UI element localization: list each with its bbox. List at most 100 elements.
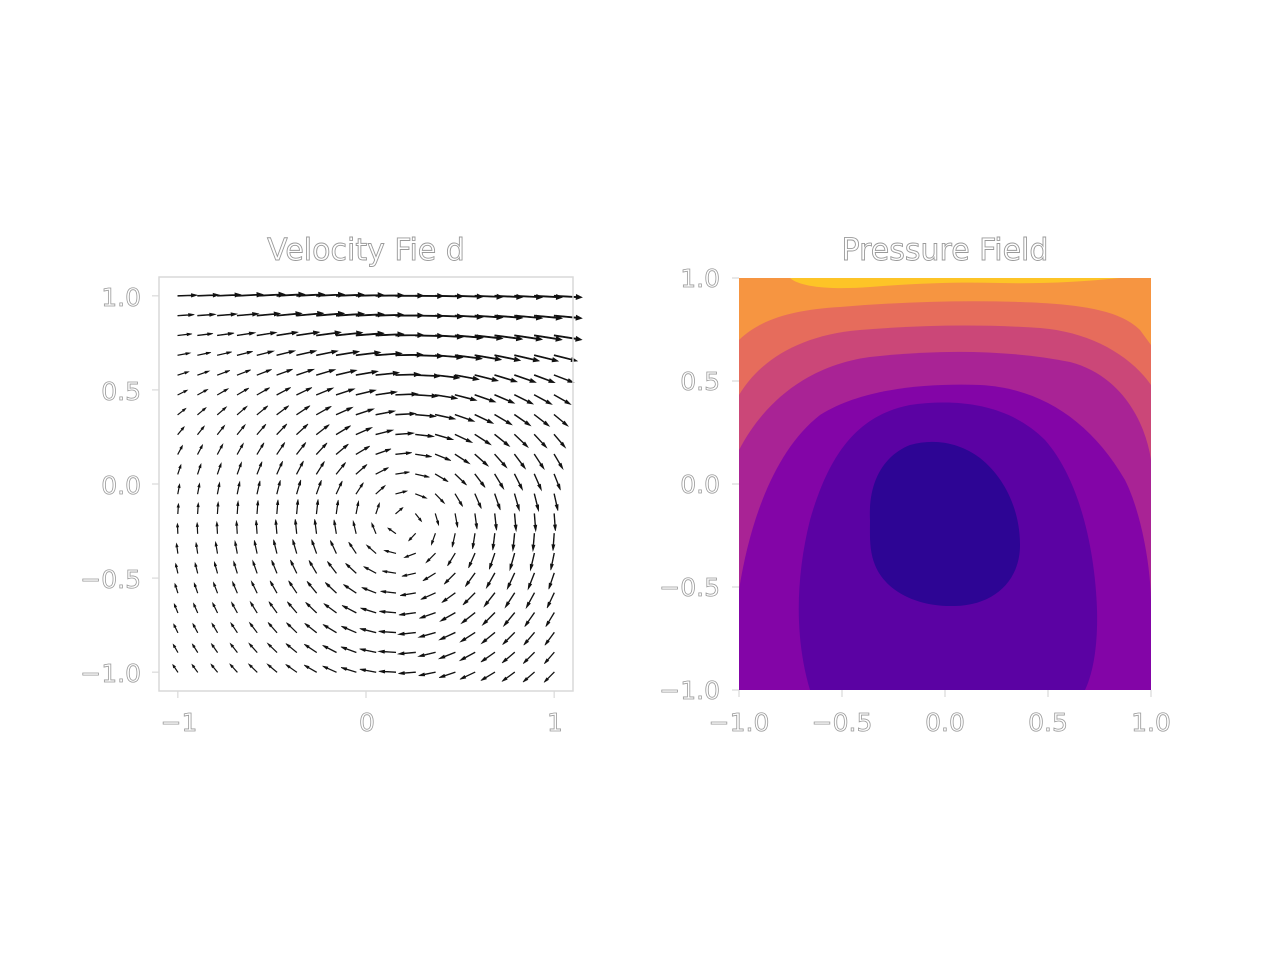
velocity-arrow <box>233 560 238 574</box>
velocity-arrow <box>553 413 569 427</box>
velocity-arrow <box>340 667 357 673</box>
velocity-arrow <box>533 453 545 471</box>
velocity-arrow <box>501 671 516 682</box>
velocity-arrow <box>231 580 238 594</box>
y-tick-label: −0.5 <box>80 565 141 594</box>
velocity-arrow <box>474 513 479 530</box>
velocity-arrow <box>327 561 337 574</box>
velocity-arrow <box>414 513 423 523</box>
velocity-arrow <box>494 413 513 426</box>
velocity-arrow <box>381 570 397 574</box>
velocity-arrow <box>322 665 337 673</box>
velocity-arrow <box>513 513 518 533</box>
velocity-arrow <box>361 587 377 594</box>
velocity-arrow <box>296 387 313 396</box>
velocity-arrow <box>173 602 179 614</box>
velocity-arrow <box>271 559 278 574</box>
velocity-axes-frame <box>158 276 574 692</box>
velocity-arrow <box>250 580 258 594</box>
velocity-arrow <box>378 629 397 634</box>
velocity-arrow <box>333 519 337 534</box>
velocity-arrow <box>256 311 282 317</box>
velocity-arrow <box>295 479 302 495</box>
velocity-arrow <box>315 405 332 416</box>
velocity-arrow <box>524 612 536 627</box>
velocity-arrow <box>398 612 416 617</box>
velocity-arrow <box>172 663 179 673</box>
velocity-arrow <box>236 461 242 475</box>
velocity-arrow <box>286 601 298 614</box>
velocity-arrow <box>285 664 298 673</box>
velocity-arrow <box>256 387 270 396</box>
velocity-arrow <box>525 592 536 610</box>
velocity-arrow <box>315 369 337 376</box>
x-tick-label: −0.5 <box>812 708 873 737</box>
velocity-arrow <box>216 501 220 515</box>
velocity-arrow <box>437 651 456 660</box>
velocity-arrow <box>509 552 516 572</box>
velocity-arrow <box>529 552 536 572</box>
velocity-arrow <box>177 293 199 298</box>
velocity-arrow <box>359 648 377 654</box>
velocity-arrow <box>454 413 476 422</box>
velocity-arrow <box>177 389 189 396</box>
velocity-arrow <box>546 592 555 609</box>
velocity-arrow <box>295 460 304 475</box>
velocity-arrow <box>276 405 290 416</box>
velocity-arrow <box>493 513 498 531</box>
y-tick-label: 0.0 <box>680 470 720 499</box>
velocity-arrow <box>216 370 231 376</box>
velocity-arrow <box>256 350 276 356</box>
velocity-x-tick-labels: −1 0 1 <box>160 708 563 738</box>
velocity-arrow <box>315 387 335 396</box>
velocity-arrow <box>266 642 278 654</box>
velocity-arrow <box>177 426 185 436</box>
velocity-arrow <box>378 669 397 674</box>
velocity-arrow <box>355 464 368 475</box>
velocity-arrow <box>454 473 467 486</box>
velocity-arrow <box>295 499 300 515</box>
velocity-arrow <box>375 410 397 416</box>
velocity-arrow <box>256 480 261 495</box>
velocity-arrow <box>434 473 449 483</box>
velocity-arrow <box>196 462 202 475</box>
velocity-arrow <box>438 671 456 678</box>
velocity-arrow <box>513 413 532 427</box>
velocity-arrow <box>417 651 436 657</box>
velocity-arrow <box>274 519 278 534</box>
velocity-arrow <box>434 453 452 461</box>
velocity-arrow <box>216 351 232 356</box>
velocity-arrow <box>236 351 253 356</box>
velocity-arrow <box>375 484 387 495</box>
velocity-arrow <box>474 394 497 403</box>
velocity-arrow <box>197 312 217 317</box>
contour-level-1 <box>869 441 1020 607</box>
velocity-arrow <box>553 473 561 491</box>
velocity-arrow <box>513 453 527 470</box>
velocity-arrow <box>316 349 339 357</box>
velocity-arrow <box>439 612 456 622</box>
velocity-arrow <box>506 572 516 591</box>
velocity-arrow <box>322 624 337 634</box>
velocity-arrow <box>454 354 483 361</box>
velocity-arrow <box>488 552 496 570</box>
velocity-arrow <box>355 445 371 456</box>
velocity-arrow <box>553 453 564 471</box>
velocity-arrow <box>375 448 392 456</box>
velocity-arrow <box>553 513 557 531</box>
velocity-arrow <box>296 349 318 357</box>
velocity-arrow <box>216 406 228 416</box>
velocity-arrow <box>196 482 201 495</box>
velocity-arrow <box>531 533 536 553</box>
velocity-arrow <box>197 292 221 298</box>
velocity-arrow <box>335 406 354 416</box>
velocity-arrow <box>329 540 337 554</box>
velocity-arrow <box>288 580 298 594</box>
velocity-arrow <box>474 473 486 488</box>
y-tick-label: −1.0 <box>659 676 720 705</box>
velocity-arrow <box>513 394 535 405</box>
velocity-arrow <box>268 601 278 614</box>
velocity-arrow <box>276 480 281 495</box>
velocity-arrow <box>276 387 291 396</box>
velocity-arrow <box>177 332 193 337</box>
